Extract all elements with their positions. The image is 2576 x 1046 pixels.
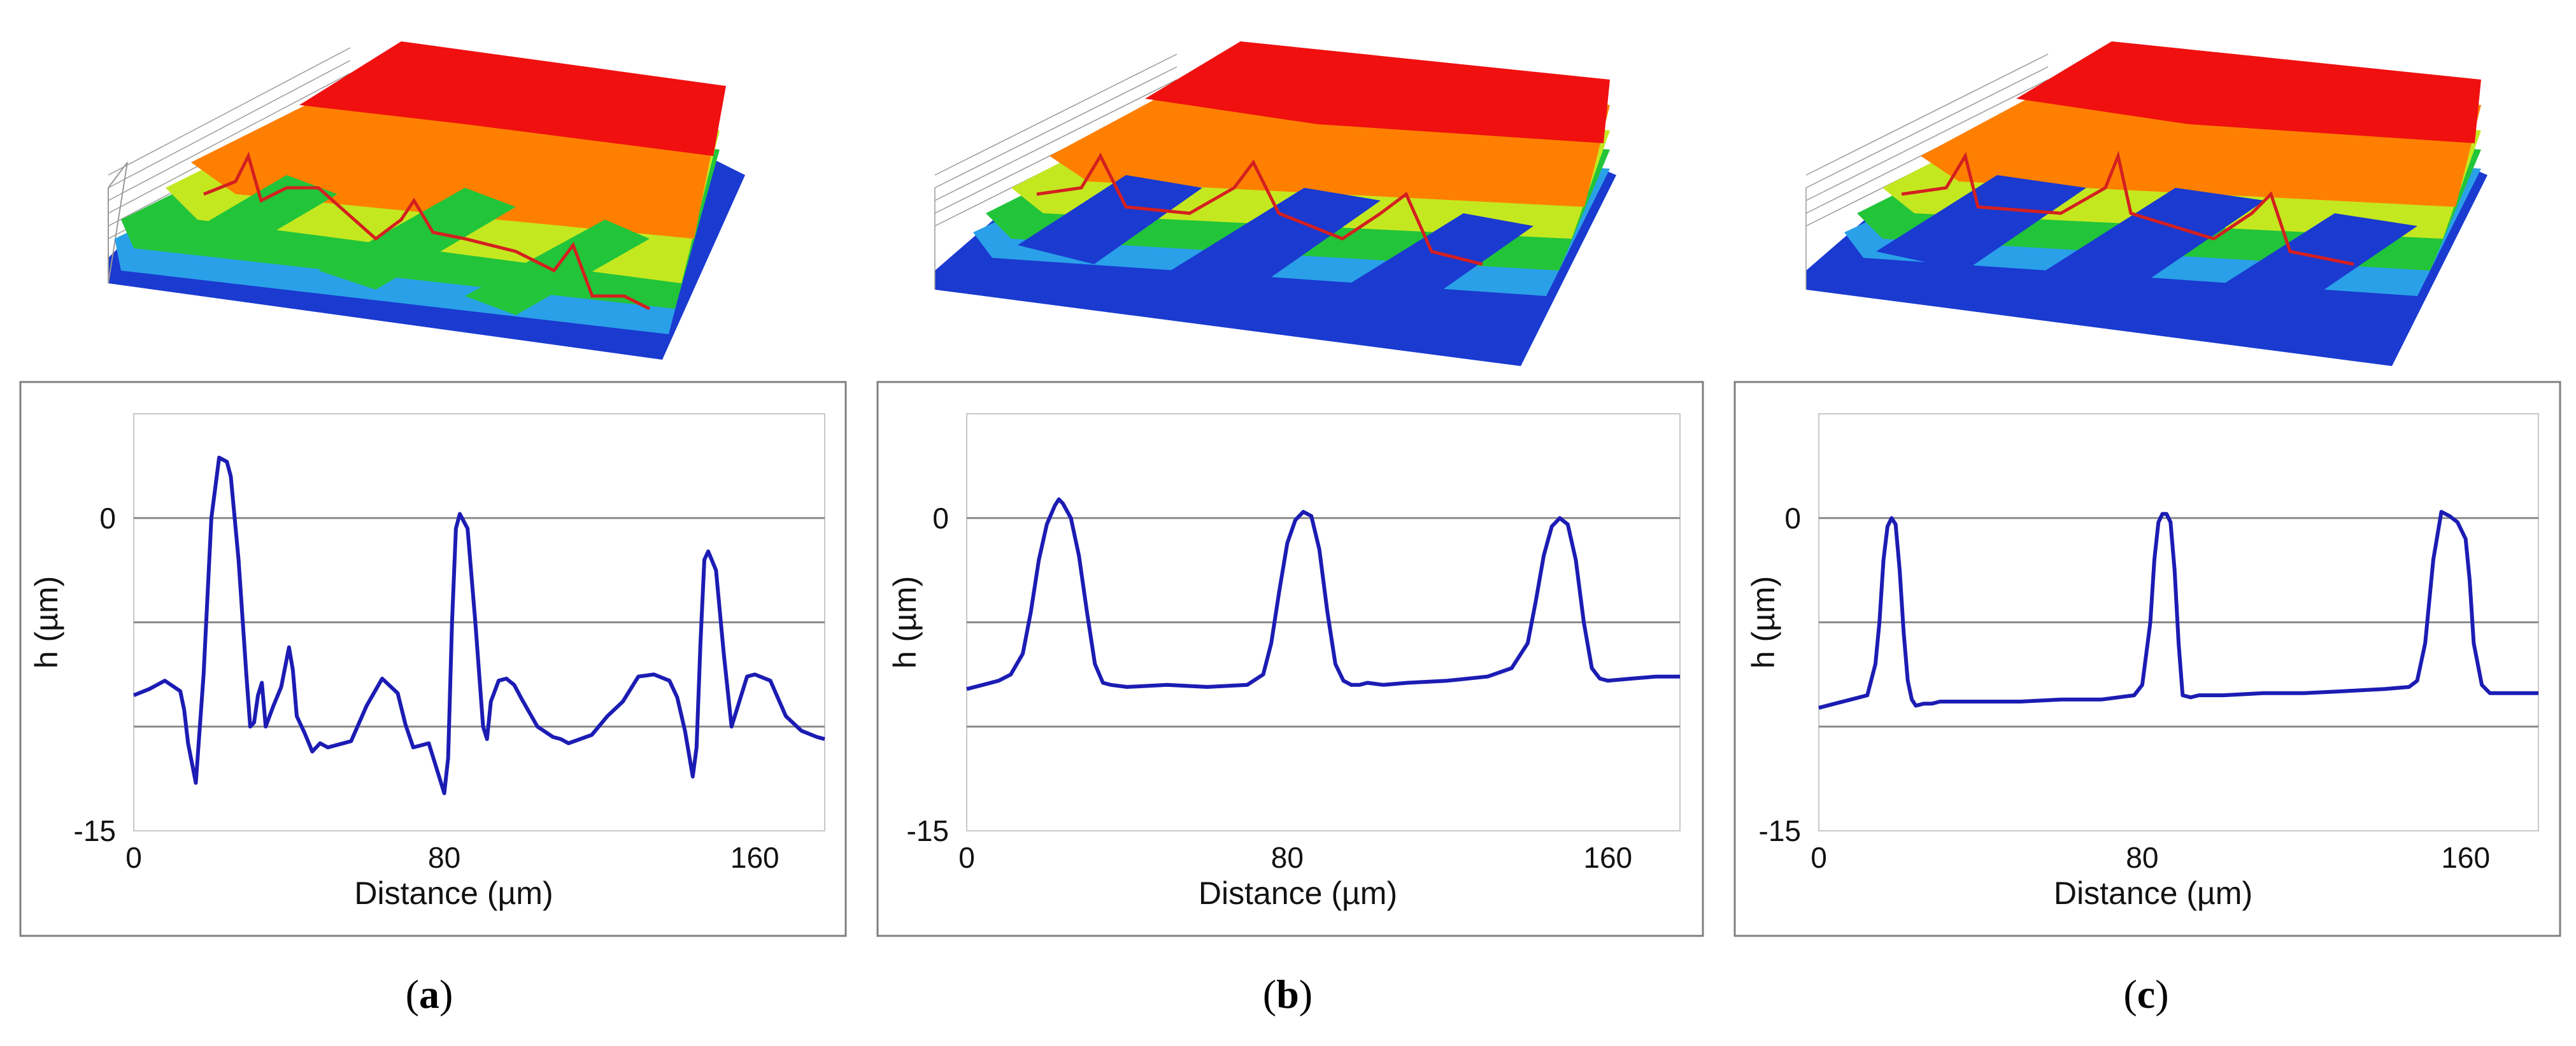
y-axis-title: h (µm)	[1746, 576, 1781, 668]
surface-profile-trace	[203, 152, 651, 311]
y-tick-label: -15	[1759, 814, 1801, 847]
surface-band-red	[2016, 41, 2481, 143]
surface-band-red	[299, 41, 726, 156]
x-tick-label: 0	[1811, 841, 1827, 874]
x-axis-title: Distance (µm)	[1199, 875, 1397, 911]
surface-3d-c	[1805, 41, 2487, 366]
x-tick-label: 80	[1271, 841, 1304, 874]
surface-trench-1	[178, 175, 338, 258]
surface-trench-1	[1876, 175, 2086, 271]
profile-chart-c: 0 -15 0 80 160 Distance (µm) h (µm)	[1746, 413, 2539, 911]
surface-trench-3	[2195, 213, 2417, 322]
series-line-profile	[1818, 509, 2538, 710]
panel-a-canvas: 0 -15 0 80 160 Distance (µm) h (µm)	[19, 41, 847, 937]
series-line-profile	[966, 497, 1680, 691]
x-tick-label: 80	[428, 841, 460, 874]
surface-trench-1	[1018, 175, 1202, 264]
y-tick-label: -15	[907, 814, 949, 847]
y-tick-label: 0	[1784, 502, 1801, 535]
y-tick-label: 0	[932, 502, 949, 535]
surface-trench-2	[1171, 188, 1381, 290]
surface-trench-2	[2035, 188, 2265, 296]
profile-chart-b: 0 -15 0 80 160 Distance (µm) h (µm)	[887, 413, 1681, 911]
y-axis-title: h (µm)	[887, 576, 923, 668]
panel-c: 0 -15 0 80 160 Distance (µm) h (µm) (c)	[1717, 0, 2575, 1046]
surface-trench-2	[318, 188, 516, 290]
panel-b: 0 -15 0 80 160 Distance (µm) h (µm) (b)	[858, 0, 1717, 1046]
profile-chart-a: 0 -15 0 80 160 Distance (µm) h (µm)	[29, 413, 825, 911]
x-tick-label: 160	[730, 841, 779, 874]
x-axis-title: Distance (µm)	[354, 875, 553, 911]
panel-b-canvas: 0 -15 0 80 160 Distance (µm) h (µm)	[876, 41, 1704, 937]
series-line-profile	[132, 455, 825, 795]
surface-trench-3	[1330, 213, 1534, 315]
panel-a: 0 -15 0 80 160 Distance (µm) h (µm) (a)	[0, 0, 858, 1046]
x-tick-label: 80	[2126, 841, 2158, 874]
chart-frame-a	[19, 381, 847, 937]
panel-c-canvas: 0 -15 0 80 160 Distance (µm) h (µm)	[1733, 41, 2561, 937]
y-tick-label: -15	[74, 814, 116, 847]
caption-b: (b)	[1262, 972, 1313, 1017]
x-tick-label: 160	[2441, 841, 2490, 874]
surface-profile-trace	[1036, 152, 1483, 266]
surface-3d-b	[934, 41, 1616, 366]
caption-a: (a)	[405, 972, 453, 1017]
surface-band-red	[1145, 41, 1610, 143]
caption-c: (c)	[2123, 972, 2169, 1017]
x-tick-label: 0	[958, 841, 975, 874]
x-axis-title: Distance (µm)	[2054, 875, 2252, 911]
y-tick-label: 0	[99, 502, 116, 535]
x-tick-label: 160	[1583, 841, 1632, 874]
y-axis-title: h (µm)	[29, 576, 64, 668]
surface-profile-trace	[1901, 150, 2354, 266]
chart-frame-b	[876, 381, 1704, 937]
x-tick-label: 0	[125, 841, 142, 874]
surface-3d-a	[108, 41, 745, 360]
